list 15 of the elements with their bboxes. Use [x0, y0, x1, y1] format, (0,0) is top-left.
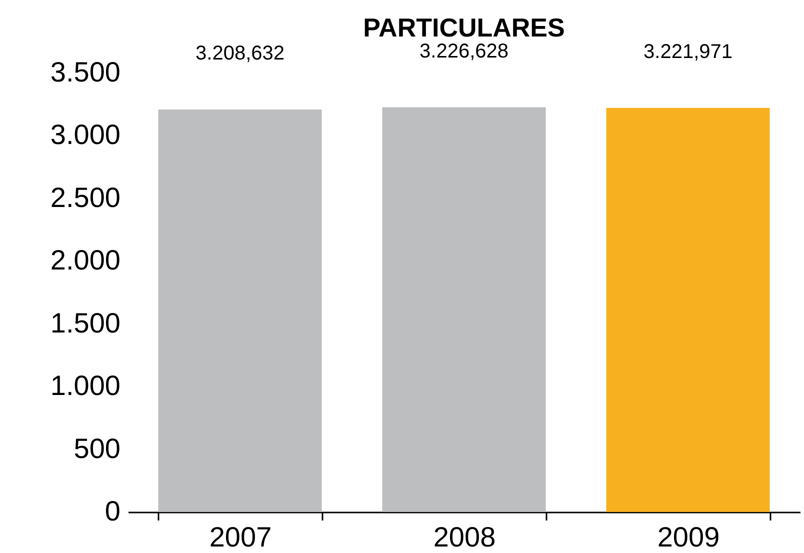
y-tick-label: 3.500 [50, 56, 120, 88]
x-tick-label: 2008 [433, 522, 496, 552]
data-label: 3.226,628 [420, 40, 508, 62]
x-tick-label: 2009 [657, 522, 720, 552]
y-tick-label: 2.500 [50, 182, 120, 213]
y-tick-label: 3.000 [50, 119, 120, 150]
y-tick-label: 2.000 [50, 244, 120, 276]
data-label: 3.221,971 [644, 40, 732, 63]
y-tick-label: 500 [74, 432, 120, 464]
y-tick-label: 0 [104, 496, 120, 526]
x-tick-label: 2007 [209, 522, 272, 552]
chart-title: PARTICULARES [363, 12, 565, 42]
y-tick-label: 1.000 [50, 370, 120, 402]
y-tick-label: 1.500 [50, 307, 120, 338]
data-label: 3.208,632 [196, 42, 284, 65]
